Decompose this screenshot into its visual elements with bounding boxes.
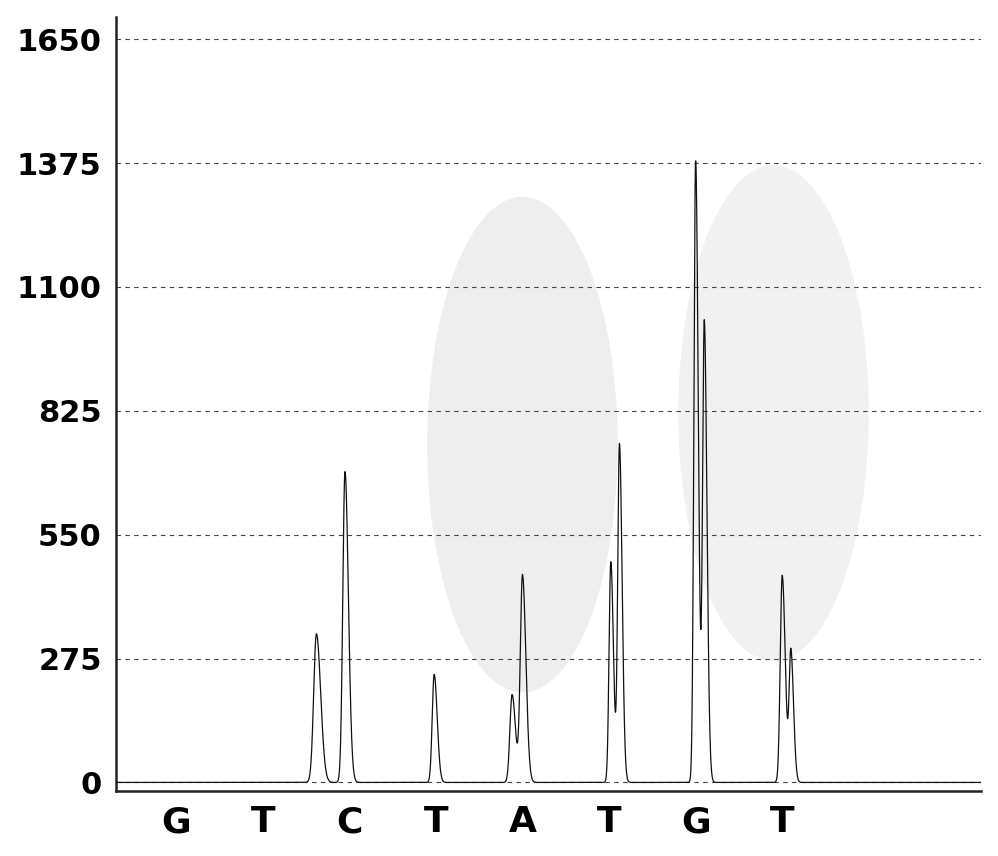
Ellipse shape [427,197,618,693]
Ellipse shape [679,165,869,661]
